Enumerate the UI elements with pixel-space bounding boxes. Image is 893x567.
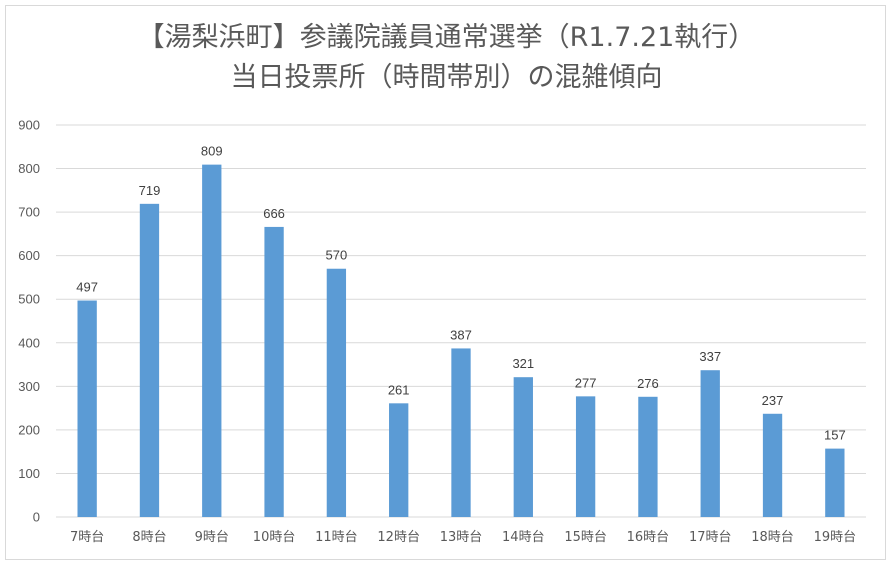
x-tick-label: 14時台	[502, 530, 545, 545]
y-tick-label: 700	[18, 205, 40, 220]
bar	[139, 203, 160, 517]
data-label: 321	[512, 356, 534, 371]
bar	[451, 348, 471, 517]
x-tick-label: 10時台	[253, 530, 296, 545]
bar	[638, 396, 658, 517]
y-tick-label: 600	[18, 248, 40, 263]
bar	[825, 448, 845, 517]
x-axis-labels: 7時台 8時台 9時台 10時台 11時台 12時台 13時台 14時台 15時台 16時台 17時…	[70, 530, 856, 545]
x-tick-label: 9時台	[195, 530, 229, 545]
y-tick-label: 200	[18, 422, 40, 437]
bar	[77, 300, 97, 517]
bar	[513, 377, 533, 517]
chart-subtitle: 当日投票所（時間帯別）の混雑傾向	[230, 62, 663, 93]
y-tick-label: 500	[18, 292, 40, 307]
data-label: 719	[139, 183, 161, 198]
y-tick-label: 900	[18, 118, 40, 133]
x-tick-label: 16時台	[627, 530, 670, 545]
bar	[700, 370, 720, 517]
x-tick-label: 13時台	[440, 530, 483, 545]
bar	[389, 403, 409, 517]
bar	[762, 413, 783, 517]
bar	[326, 268, 347, 517]
x-tick-label: 8時台	[132, 530, 166, 545]
chart-title: 【湯梨浜町】参議院議員通常選挙（R1.7.21執行）	[137, 22, 756, 53]
data-label: 809	[201, 144, 223, 159]
data-label: 276	[637, 376, 659, 391]
y-tick-label: 300	[18, 379, 40, 394]
data-label: 157	[824, 428, 846, 443]
bar	[202, 164, 222, 517]
x-tick-label: 15時台	[564, 530, 607, 545]
data-labels: 497 719 809 666 570 261 387 321 277 276 337 237 157	[76, 144, 845, 443]
bar	[264, 226, 284, 518]
x-tick-label: 17時台	[689, 530, 732, 545]
x-tick-label: 11時台	[315, 530, 358, 545]
data-label: 666	[263, 206, 285, 221]
y-axis-ticks: 0 100 200 300 400 500 600 700 800 900	[18, 118, 40, 525]
y-tick-label: 100	[18, 466, 40, 481]
x-tick-label: 18時台	[751, 530, 794, 545]
y-tick-label: 800	[18, 161, 40, 176]
x-tick-label: 12時台	[377, 530, 420, 545]
y-tick-label: 400	[18, 335, 40, 350]
y-tick-label: 0	[33, 510, 40, 525]
bar	[575, 396, 596, 517]
bars	[77, 164, 845, 518]
data-label: 277	[575, 375, 597, 390]
data-label: 570	[326, 248, 348, 263]
data-label: 497	[76, 280, 98, 295]
x-tick-label: 7時台	[70, 530, 104, 545]
data-label: 387	[450, 327, 472, 342]
data-label: 237	[762, 393, 784, 408]
chart-title-block: 【湯梨浜町】参議院議員通常選挙（R1.7.21執行） 当日投票所（時間帯別）の混…	[0, 18, 893, 98]
x-tick-label: 19時台	[814, 530, 857, 545]
data-label: 261	[388, 382, 410, 397]
data-label: 337	[699, 349, 721, 364]
